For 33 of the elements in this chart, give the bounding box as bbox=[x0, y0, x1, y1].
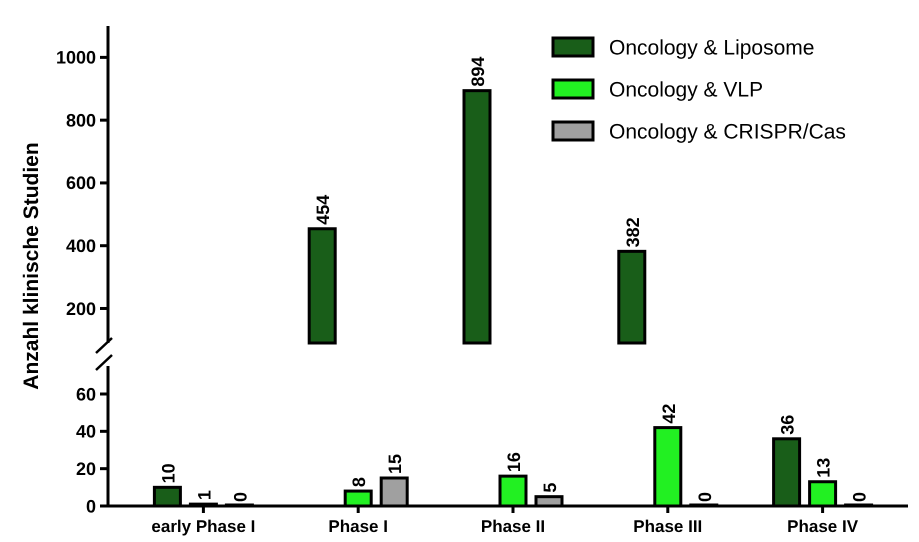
y-tick-label: 800 bbox=[66, 110, 96, 130]
x-tick-label: Phase IV bbox=[787, 517, 859, 536]
legend-label: Oncology & VLP bbox=[609, 78, 764, 102]
y-tick-label: 600 bbox=[66, 173, 96, 194]
y-tick-label: 20 bbox=[76, 458, 96, 479]
x-tick-label: Phase III bbox=[633, 517, 702, 536]
data-label: 36 bbox=[778, 414, 798, 435]
data-label: 454 bbox=[313, 194, 334, 225]
data-label: 1 bbox=[194, 490, 214, 500]
data-label: 0 bbox=[230, 492, 250, 502]
y-tick-label: 60 bbox=[76, 384, 96, 404]
y-tick-label: 1000 bbox=[56, 48, 96, 68]
x-tick-label: Phase I bbox=[328, 517, 388, 536]
legend-label: Oncology & CRISPR/Cas bbox=[609, 120, 846, 144]
data-label: 0 bbox=[850, 492, 870, 502]
data-label: 0 bbox=[694, 492, 715, 502]
y-axis-title: Anzahl klinische Studien bbox=[20, 142, 43, 390]
y-tick-label: 200 bbox=[66, 298, 96, 319]
y-tick-label: 0 bbox=[86, 496, 96, 516]
y-tick-label: 40 bbox=[76, 422, 96, 442]
data-label: 15 bbox=[385, 454, 406, 474]
data-label: 13 bbox=[814, 458, 834, 478]
data-label: 5 bbox=[540, 482, 560, 493]
data-label: 42 bbox=[658, 404, 679, 424]
x-tick-label: early Phase I bbox=[151, 517, 256, 536]
data-label: 894 bbox=[468, 56, 488, 87]
data-label: 10 bbox=[158, 463, 178, 484]
y-tick-label: 400 bbox=[66, 236, 96, 256]
legend-label: Oncology & Liposome bbox=[609, 36, 814, 60]
data-label: 16 bbox=[504, 452, 524, 472]
data-label: 382 bbox=[622, 217, 643, 248]
x-tick-label: Phase II bbox=[480, 517, 546, 536]
data-label: 8 bbox=[349, 477, 370, 488]
